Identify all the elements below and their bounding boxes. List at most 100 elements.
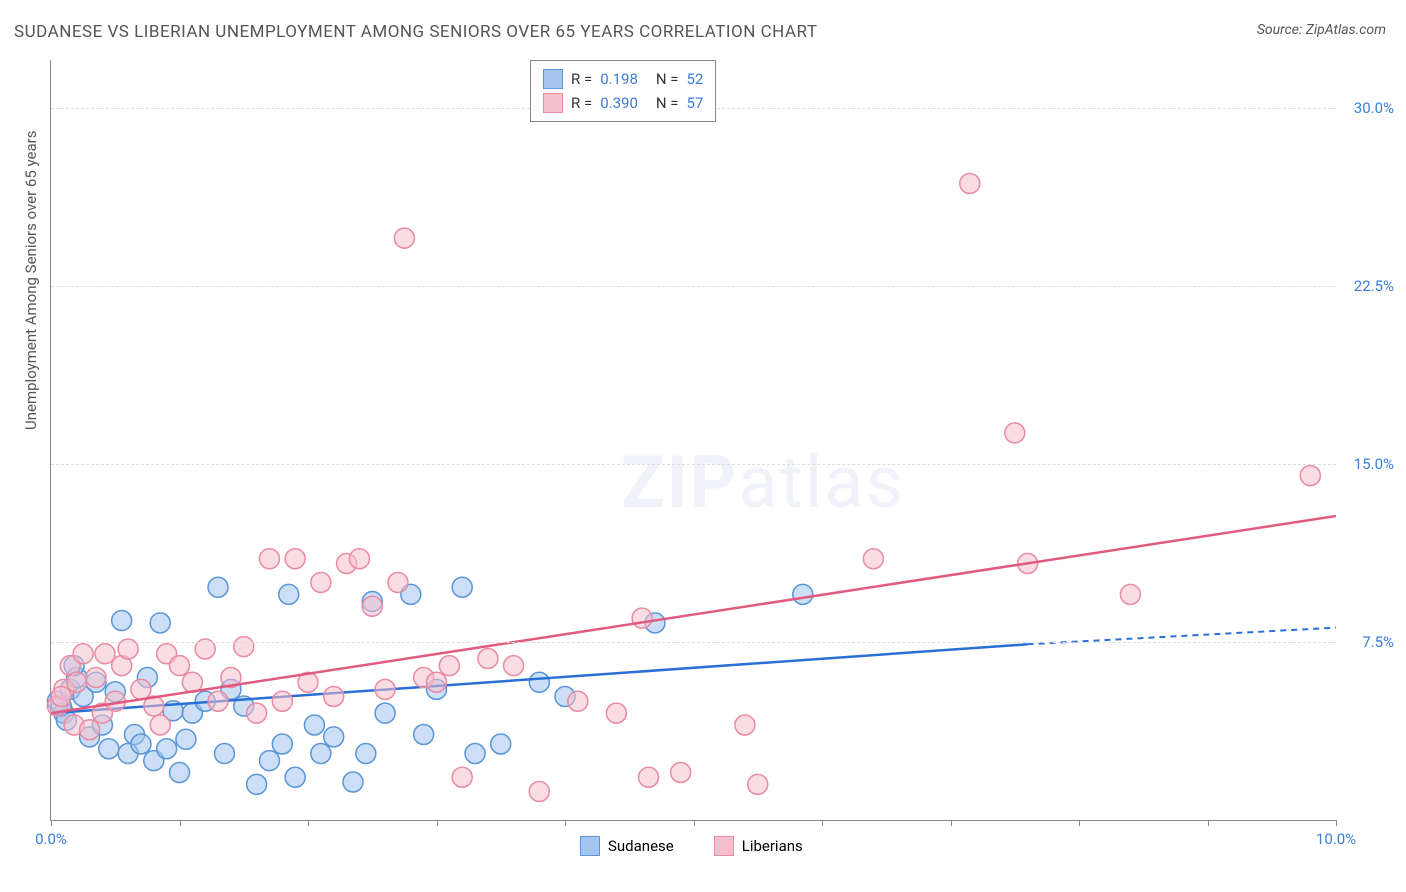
- data-point: [388, 573, 408, 593]
- data-point: [324, 687, 344, 707]
- r-value-liberians: 0.390: [600, 94, 638, 112]
- data-point: [343, 772, 363, 792]
- x-tick: [565, 820, 566, 826]
- data-point: [427, 672, 447, 692]
- x-tick-label: 10.0%: [1316, 830, 1356, 848]
- legend-label-sudanese: Sudanese: [608, 837, 674, 855]
- data-point: [131, 679, 151, 699]
- bottom-legend-liberians: Liberians: [714, 836, 803, 856]
- x-tick: [822, 820, 823, 826]
- data-point: [349, 549, 369, 569]
- data-point: [208, 691, 228, 711]
- data-point: [170, 763, 190, 783]
- data-point: [632, 608, 652, 628]
- y-tick-label: 15.0%: [1354, 455, 1394, 473]
- n-value-sudanese: 52: [687, 70, 704, 88]
- data-point: [170, 656, 190, 676]
- data-point: [414, 725, 434, 745]
- data-point: [247, 703, 267, 723]
- data-point: [375, 679, 395, 699]
- data-point: [208, 577, 228, 597]
- data-point: [80, 720, 100, 740]
- plot-area: ZIPatlas 7.5%15.0%22.5%30.0%0.0%10.0%: [50, 60, 1336, 821]
- data-point: [1120, 584, 1140, 604]
- swatch-sudanese: [580, 836, 600, 856]
- swatch-liberians: [543, 93, 563, 113]
- data-point: [529, 672, 549, 692]
- data-point: [1300, 466, 1320, 486]
- data-point: [394, 228, 414, 248]
- chart-title: SUDANESE VS LIBERIAN UNEMPLOYMENT AMONG …: [14, 22, 817, 42]
- data-point: [863, 549, 883, 569]
- data-point: [606, 703, 626, 723]
- data-point: [285, 549, 305, 569]
- y-tick-label: 30.0%: [1354, 99, 1394, 117]
- data-point: [176, 729, 196, 749]
- data-point: [131, 734, 151, 754]
- data-point: [311, 744, 331, 764]
- data-point: [234, 637, 254, 657]
- x-tick: [1208, 820, 1209, 826]
- data-point: [324, 727, 344, 747]
- data-point: [272, 734, 292, 754]
- data-point: [279, 584, 299, 604]
- r-label: R =: [571, 94, 592, 112]
- data-point: [491, 734, 511, 754]
- x-tick: [1079, 820, 1080, 826]
- legend-row-sudanese: R = 0.198 N = 52: [543, 67, 703, 91]
- x-tick: [1336, 820, 1337, 826]
- n-label: N =: [656, 94, 679, 112]
- data-point: [311, 573, 331, 593]
- source-attribution: Source: ZipAtlas.com: [1257, 22, 1386, 38]
- data-point: [671, 763, 691, 783]
- bottom-legend: Sudanese Liberians: [580, 836, 803, 856]
- data-point: [748, 774, 768, 794]
- data-point: [73, 644, 93, 664]
- data-point: [86, 668, 106, 688]
- x-tick: [180, 820, 181, 826]
- data-point: [452, 767, 472, 787]
- correlation-legend: R = 0.198 N = 52 R = 0.390 N = 57: [530, 60, 716, 122]
- data-point: [285, 767, 305, 787]
- data-point: [67, 672, 87, 692]
- data-point: [150, 715, 170, 735]
- data-point: [504, 656, 524, 676]
- data-point: [960, 174, 980, 194]
- data-point: [304, 715, 324, 735]
- data-point: [362, 596, 382, 616]
- trend-line: [51, 516, 1336, 713]
- x-tick: [308, 820, 309, 826]
- swatch-sudanese: [543, 69, 563, 89]
- y-axis-label: Unemployment Among Seniors over 65 years: [22, 131, 40, 430]
- gridline: [51, 464, 1336, 465]
- data-point: [214, 744, 234, 764]
- data-point: [793, 584, 813, 604]
- n-label: N =: [656, 70, 679, 88]
- legend-label-liberians: Liberians: [742, 837, 803, 855]
- data-point: [465, 744, 485, 764]
- data-point: [452, 577, 472, 597]
- gridline: [51, 642, 1336, 643]
- swatch-liberians: [714, 836, 734, 856]
- data-point: [272, 691, 292, 711]
- data-point: [259, 751, 279, 771]
- scatter-plot-svg: [51, 60, 1336, 820]
- r-value-sudanese: 0.198: [600, 70, 638, 88]
- gridline: [51, 286, 1336, 287]
- chart-container: SUDANESE VS LIBERIAN UNEMPLOYMENT AMONG …: [0, 0, 1406, 892]
- data-point: [639, 767, 659, 787]
- data-point: [95, 644, 115, 664]
- data-point: [735, 715, 755, 735]
- y-tick-label: 7.5%: [1362, 633, 1394, 651]
- x-tick: [51, 820, 52, 826]
- data-point: [375, 703, 395, 723]
- x-tick-label: 0.0%: [35, 830, 67, 848]
- data-point: [259, 549, 279, 569]
- data-point: [1005, 423, 1025, 443]
- r-label: R =: [571, 70, 592, 88]
- data-point: [157, 739, 177, 759]
- x-tick: [951, 820, 952, 826]
- data-point: [51, 687, 71, 707]
- x-tick: [437, 820, 438, 826]
- data-point: [247, 774, 267, 794]
